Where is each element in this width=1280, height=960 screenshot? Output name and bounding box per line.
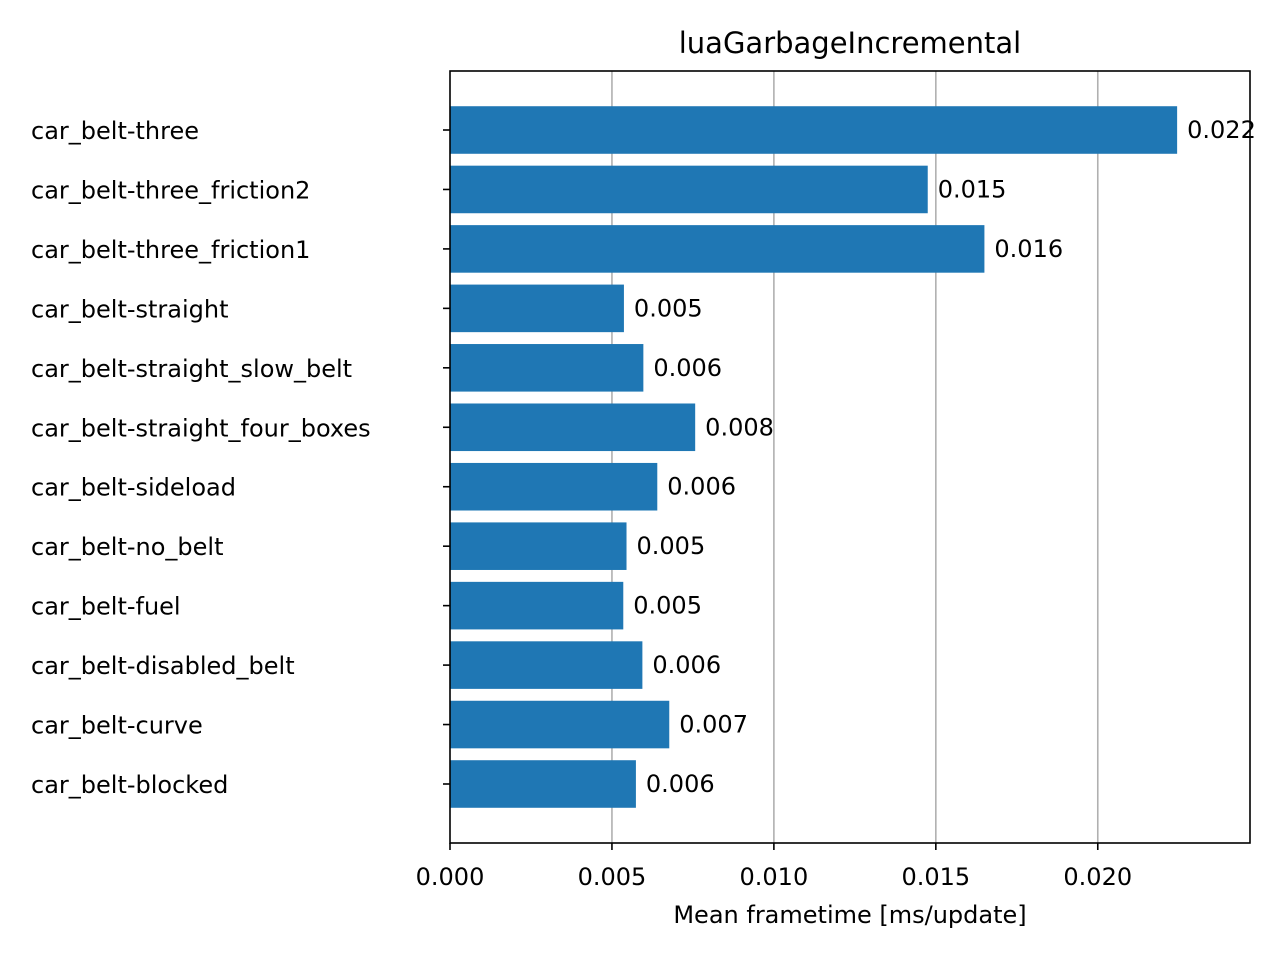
bar-value-label: 0.005 [634,294,703,322]
x-axis-label: Mean frametime [ms/update] [673,901,1026,929]
bar-value-label: 0.008 [705,413,774,441]
bar-value-label: 0.006 [652,651,721,679]
plot-frame [449,70,1251,844]
bar-value-label: 0.007 [679,711,748,739]
x-tick-label: 0.000 [416,863,485,891]
x-tick-label: 0.010 [740,863,809,891]
value-labels: 0.022 0.015 0.016 0.005 0.006 0.008 0.006 0.005… [633,116,1256,798]
bar-value-label: 0.015 [938,175,1007,203]
x-tick-label: 0.015 [901,863,970,891]
bar [450,581,624,630]
y-tick-label: car_belt-three_friction2 [31,176,310,204]
y-tick-label: car_belt-blocked [31,771,228,799]
bar [450,760,636,808]
y-tick-label: car_belt-fuel [31,593,181,621]
bar-value-label: 0.006 [653,354,722,382]
bar [450,462,658,511]
bar-value-label: 0.005 [633,592,702,620]
chart-title: luaGarbageIncremental [679,26,1021,60]
bar [450,284,624,333]
bar [450,106,1178,154]
x-tick-label: 0.005 [578,863,647,891]
bar [450,403,696,452]
x-tick-label: 0.020 [1063,863,1132,891]
bar-value-label: 0.006 [667,473,736,501]
bar-value-label: 0.006 [646,770,715,798]
bar [450,700,670,749]
bar-value-label: 0.005 [637,532,706,560]
y-tick-label: car_belt-three_friction1 [31,236,310,264]
y-tick-label: car_belt-straight [31,295,229,323]
y-tick-label: car_belt-straight_four_boxes [31,414,371,442]
bars [450,106,1178,808]
x-axis: 0.000 0.005 0.010 0.015 0.020 [416,843,1132,891]
y-tick-label: car_belt-disabled_belt [31,652,295,680]
y-tick-label: car_belt-three [31,117,199,145]
bar [450,225,985,273]
bar [450,522,627,570]
bar [450,344,644,392]
y-tick-label: car_belt-curve [31,712,203,740]
bar-value-label: 0.016 [994,235,1063,263]
y-axis: car_belt-three car_belt-three_friction2ca… [31,117,450,799]
y-tick-label: car_belt-sideload [31,474,236,502]
bar-value-label: 0.022 [1187,116,1256,144]
bar [450,641,643,689]
y-tick-label: car_belt-straight_slow_belt [31,355,352,383]
y-tick-label: car_belt-no_belt [31,533,223,561]
bar [450,165,928,214]
